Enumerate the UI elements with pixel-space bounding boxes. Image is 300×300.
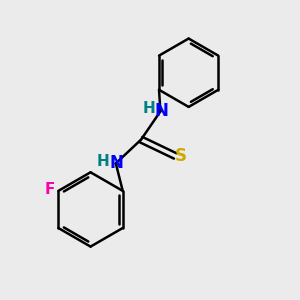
Text: H: H bbox=[97, 154, 110, 169]
Text: F: F bbox=[44, 182, 55, 197]
Text: N: N bbox=[110, 154, 123, 172]
Text: S: S bbox=[175, 147, 187, 165]
Text: H: H bbox=[143, 101, 155, 116]
Text: N: N bbox=[155, 102, 169, 120]
